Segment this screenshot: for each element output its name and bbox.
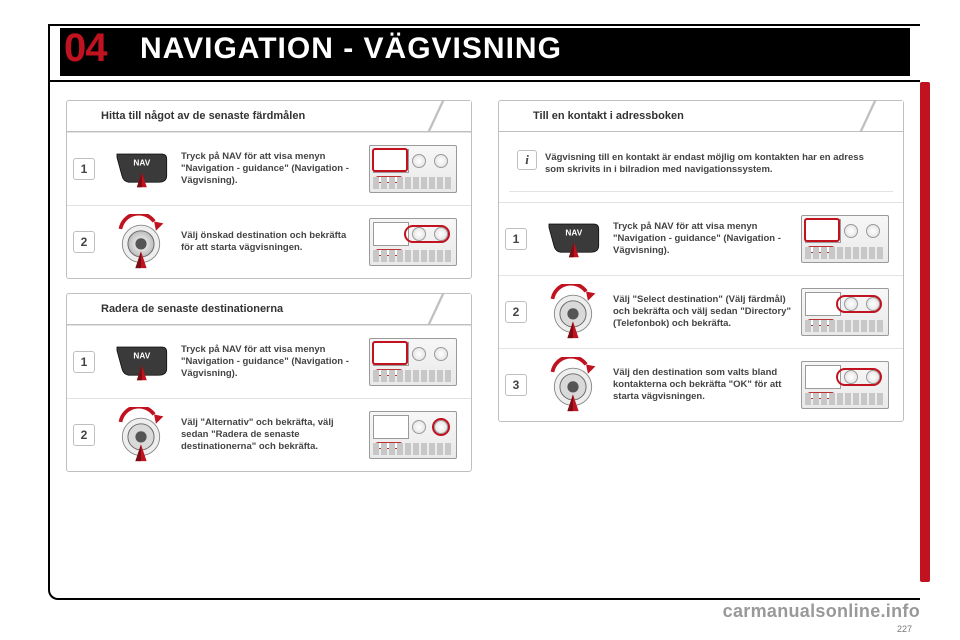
- dial-icon: [109, 214, 173, 270]
- step-number: 2: [73, 231, 95, 253]
- side-tab: [920, 82, 930, 582]
- left-column: Hitta till något av de senaste färdmålen…: [66, 100, 472, 472]
- page-number: 227: [897, 624, 912, 634]
- device-thumbnail: [369, 218, 457, 266]
- dial-icon: [541, 357, 605, 413]
- step-number: 1: [505, 228, 527, 250]
- nav-button-icon: NAV: [109, 334, 173, 390]
- step-row: 1 NAV Tryck på NAV för att visa menyn "N…: [67, 325, 471, 398]
- step-text: Välj önskad destination och bekräfta för…: [181, 230, 361, 254]
- info-icon: i: [517, 150, 537, 170]
- device-thumbnail: [801, 288, 889, 336]
- watermark: carmanualsonline.info: [723, 601, 920, 622]
- step-row: 2 Välj "Select destination" (Välj fär: [499, 275, 903, 348]
- svg-text:NAV: NAV: [565, 228, 582, 237]
- step-text: Välj "Alternativ" och bekräfta, välj sed…: [181, 417, 361, 453]
- step-text: Tryck på NAV för att visa menyn "Navigat…: [181, 151, 361, 187]
- svg-text:NAV: NAV: [133, 159, 150, 168]
- content-columns: Hitta till något av de senaste färdmålen…: [66, 100, 906, 472]
- step-row: 2 Välj "Alternativ" och bekräfta, väl: [67, 398, 471, 471]
- dial-icon: [109, 407, 173, 463]
- svg-text:NAV: NAV: [133, 352, 150, 361]
- card-contact-addressbook: Till en kontakt i adressboken i Vägvisni…: [498, 100, 904, 422]
- card-delete-recent: Radera de senaste destinationerna 1 NAV …: [66, 293, 472, 472]
- card-title: Radera de senaste destinationerna: [67, 294, 471, 325]
- nav-button-icon: NAV: [541, 211, 605, 267]
- device-thumbnail: [369, 338, 457, 386]
- step-text: Tryck på NAV för att visa menyn "Navigat…: [181, 344, 361, 380]
- nav-button-icon: NAV: [109, 141, 173, 197]
- step-number: 1: [73, 158, 95, 180]
- card-recent-destinations: Hitta till något av de senaste färdmålen…: [66, 100, 472, 279]
- step-number: 2: [73, 424, 95, 446]
- dial-icon: [541, 284, 605, 340]
- step-row: 1 NAV Tryck på NAV för att visa menyn "N…: [499, 202, 903, 275]
- manual-page: 04 NAVIGATION - VÄGVISNING Hitta till nå…: [0, 0, 960, 640]
- card-title: Hitta till något av de senaste färdmålen: [67, 101, 471, 132]
- right-column: Till en kontakt i adressboken i Vägvisni…: [498, 100, 904, 472]
- step-row: 3 Välj den destination som valts blan: [499, 348, 903, 421]
- step-row: 1 NAV Tryck på NAV för att visa menyn "N…: [67, 132, 471, 205]
- device-thumbnail: [801, 215, 889, 263]
- step-text: Välj den destination som valts bland kon…: [613, 367, 793, 403]
- device-thumbnail: [801, 361, 889, 409]
- card-title: Till en kontakt i adressboken: [499, 101, 903, 132]
- section-number: 04: [64, 26, 107, 71]
- step-number: 1: [73, 351, 95, 373]
- section-title: NAVIGATION - VÄGVISNING: [140, 32, 562, 66]
- step-number: 3: [505, 374, 527, 396]
- step-text: Välj "Select destination" (Välj färdmål)…: [613, 294, 793, 330]
- device-thumbnail: [369, 411, 457, 459]
- step-text: Tryck på NAV för att visa menyn "Navigat…: [613, 221, 793, 257]
- info-text: Vägvisning till en kontakt är endast möj…: [545, 152, 881, 177]
- info-box: i Vägvisning till en kontakt är endast m…: [509, 142, 893, 192]
- device-thumbnail: [369, 145, 457, 193]
- step-row: 2 Välj önskad destinat: [67, 205, 471, 278]
- step-number: 2: [505, 301, 527, 323]
